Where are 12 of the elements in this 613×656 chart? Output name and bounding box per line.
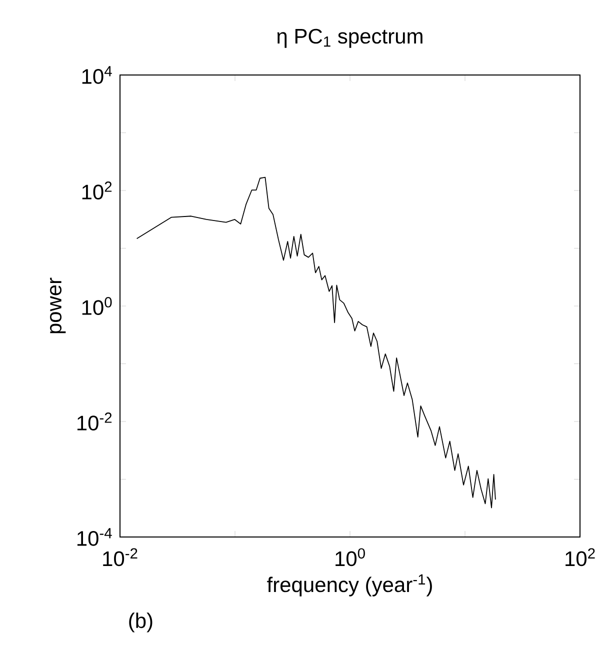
chart-title: η PC$_{1}$ spectrum	[277, 28, 422, 48]
y-tick-label: 10$^{4}$	[82, 66, 112, 84]
x-axis-title: frequency (year$^{-1}$)	[267, 574, 432, 596]
x-tick-label: 10$^{-2}$	[103, 548, 138, 566]
y-tick-label: 10$^{-2}$	[77, 412, 112, 430]
y-tick-label: 10$^{-4}$	[77, 528, 112, 546]
y-tick-label: 10$^{2}$	[82, 182, 112, 200]
text: (b)	[129, 612, 152, 632]
x-tick-label: 10$^{2}$	[566, 548, 595, 566]
x-tick-label: 10$^{0}$	[336, 548, 365, 566]
y-tick-label: 10$^{0}$	[82, 297, 112, 315]
y-axis-title: power	[50, 278, 66, 334]
